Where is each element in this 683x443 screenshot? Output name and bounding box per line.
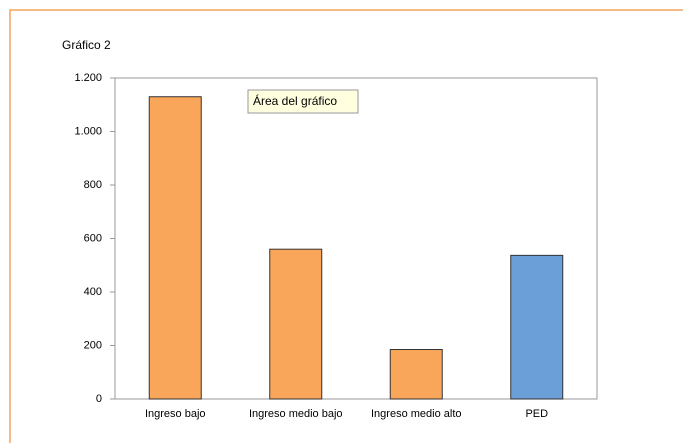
bar [269, 248, 323, 400]
x-tick-label: Ingreso bajo [145, 408, 206, 420]
chart-title: Gráfico 2 [62, 38, 111, 52]
y-tick-label: 1.200 [74, 72, 102, 84]
y-tick-label: 400 [84, 286, 102, 298]
y-tick-label: 1.000 [74, 125, 102, 137]
tooltip: Área del gráfico [253, 93, 337, 108]
x-tick-label: Ingreso medio bajo [249, 408, 343, 420]
y-tick-label: 600 [84, 232, 102, 244]
frame [9, 9, 683, 443]
y-tick-label: 0 [96, 393, 102, 405]
x-tick-label: PED [525, 408, 548, 420]
tooltip-box [247, 89, 359, 114]
bar [389, 349, 443, 400]
y-tick-label: 800 [84, 179, 102, 191]
bar [510, 254, 564, 400]
y-tick-label: 200 [84, 339, 102, 351]
x-tick-label: Ingreso medio alto [371, 408, 462, 420]
bar [148, 96, 202, 400]
